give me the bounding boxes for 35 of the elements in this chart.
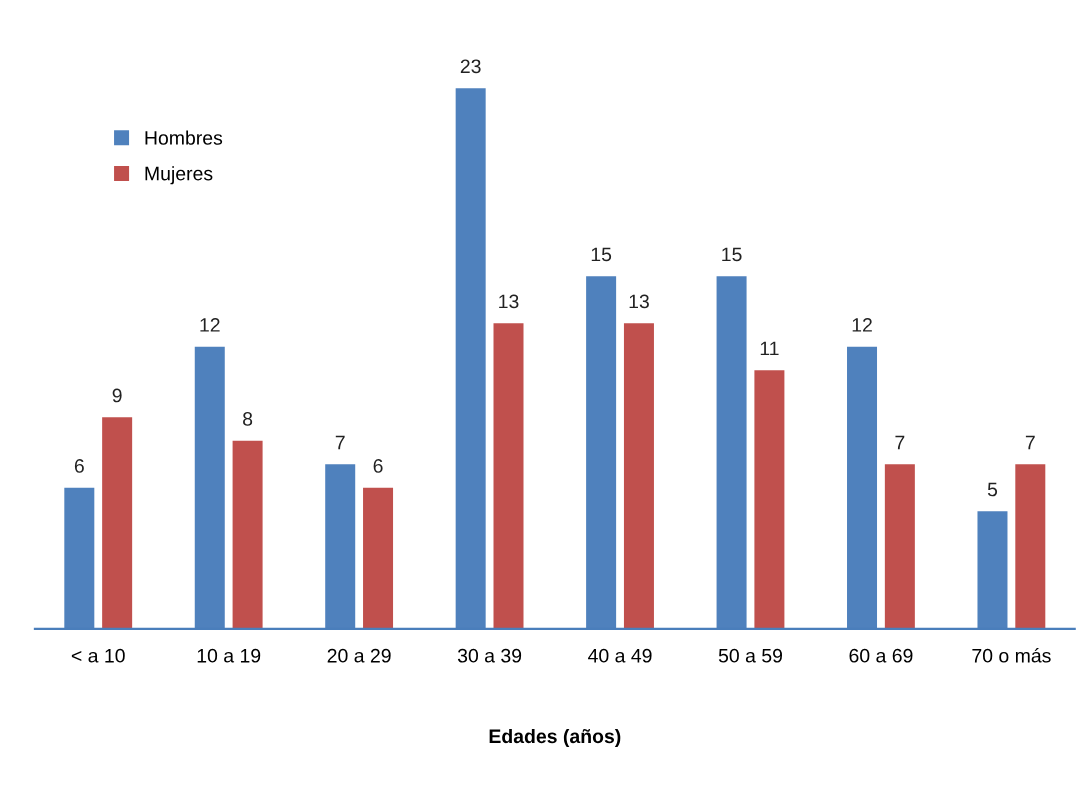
x-tick-label: 30 a 39 xyxy=(457,648,522,663)
bar xyxy=(363,487,394,629)
bar xyxy=(623,323,654,629)
bar xyxy=(232,440,263,629)
x-tick-label: 20 a 29 xyxy=(327,648,391,663)
data-label: 15 xyxy=(591,247,612,262)
data-label: 9 xyxy=(112,388,122,403)
bar xyxy=(754,370,785,629)
bar xyxy=(493,323,524,629)
data-label: 7 xyxy=(1025,435,1035,450)
data-label: 12 xyxy=(852,318,872,332)
x-axis-title: Edades (años) xyxy=(489,728,621,748)
data-label: 6 xyxy=(373,459,383,473)
bar xyxy=(1015,464,1046,629)
data-label: 5 xyxy=(987,482,998,497)
data-label: 15 xyxy=(722,247,742,262)
bar xyxy=(884,464,915,629)
x-tick-label: 70 o más xyxy=(972,648,1051,663)
data-label: 23 xyxy=(460,59,481,74)
data-label: 13 xyxy=(499,294,519,309)
x-tick-label: 60 a 69 xyxy=(849,648,913,663)
data-label: 7 xyxy=(335,435,345,450)
data-label: 12 xyxy=(200,318,220,332)
x-tick-label: < a 10 xyxy=(71,648,125,663)
data-label: 6 xyxy=(74,459,84,473)
data-label: 7 xyxy=(895,435,905,450)
data-label: 13 xyxy=(629,294,649,309)
legend-label: Hombres xyxy=(145,130,223,145)
x-tick-label: 10 a 19 xyxy=(197,648,261,663)
data-label: 11 xyxy=(760,341,779,356)
x-tick-label: 50 a 59 xyxy=(718,648,783,663)
legend-label: Mujeres xyxy=(145,166,213,185)
x-tick-label: 40 a 49 xyxy=(588,648,652,663)
bar xyxy=(102,417,133,629)
data-label: 8 xyxy=(243,412,253,426)
